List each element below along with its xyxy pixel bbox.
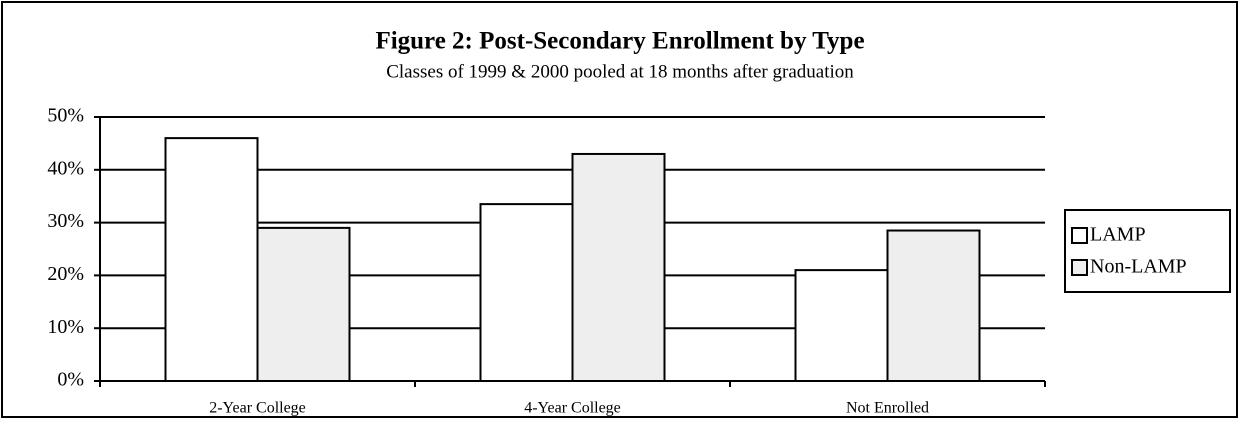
legend-swatch <box>1071 227 1088 244</box>
legend-label: Non-LAMP <box>1090 256 1187 278</box>
bar <box>164 137 259 382</box>
chart-subtitle: Classes of 1999 & 2000 pooled at 18 mont… <box>386 61 854 82</box>
y-tick-label: 0% <box>57 369 84 391</box>
bar <box>571 152 666 382</box>
y-tick-label: 40% <box>47 157 84 179</box>
x-tick-label: 4-Year College <box>524 400 621 417</box>
legend-box <box>1064 209 1231 293</box>
x-tick-label: Not Enrolled <box>846 400 929 417</box>
bar <box>256 226 351 382</box>
chart-title: Figure 2: Post-Secondary Enrollment by T… <box>375 28 864 55</box>
bar <box>479 203 574 382</box>
legend-swatch <box>1071 259 1088 276</box>
y-tick-label: 30% <box>47 210 84 232</box>
y-tick-label: 10% <box>47 316 84 338</box>
legend-label: LAMP <box>1090 224 1146 246</box>
bar <box>886 229 981 382</box>
x-tick-label: 2-Year College <box>209 400 306 417</box>
y-tick-label: 20% <box>47 263 84 285</box>
bar <box>794 269 889 382</box>
y-tick-label: 50% <box>47 105 84 127</box>
